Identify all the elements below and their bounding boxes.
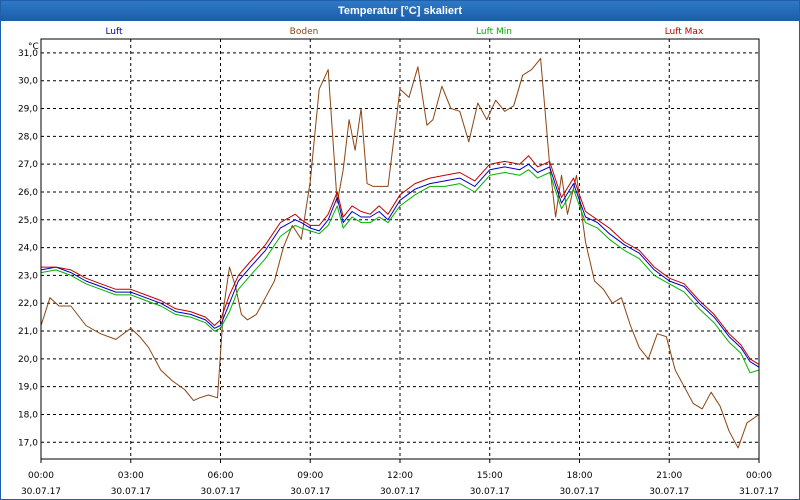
y-tick-label: 22,0: [18, 299, 38, 309]
x-tick-time: 12:00: [387, 471, 413, 481]
y-tick-label: 31,0: [18, 49, 38, 59]
y-tick-label: 23,0: [18, 271, 38, 281]
y-tick-label: 20,0: [18, 355, 38, 365]
y-tick-label: 25,0: [18, 216, 38, 226]
legend-entry-luft-max: Luft Max: [665, 27, 704, 37]
x-tick-time: 00:00: [746, 471, 772, 481]
series-line-luft: [40, 163, 760, 368]
series-line-luft-max: [41, 155, 760, 365]
y-tick-label: 19,0: [18, 383, 38, 393]
grid: [41, 39, 759, 459]
x-tick-time: 03:00: [118, 471, 144, 481]
legend-entry-luft: Luft: [105, 27, 123, 37]
y-axis: 17,0 18,0 19,0 20,0 21,0 22,0 23,0 24,0 25,0 26,0…: [18, 49, 38, 448]
y-tick-label: 27,0: [18, 160, 38, 170]
legend-entry-luft-min: Luft Min: [476, 27, 512, 37]
y-tick-label: 30,0: [18, 77, 38, 87]
x-tick-date: 30.07.17: [290, 487, 330, 497]
legend: Luft Boden Luft Min Luft Max: [105, 27, 704, 37]
x-tick-date: 30.07.17: [649, 487, 689, 497]
x-tick-date: 30.07.17: [380, 487, 420, 497]
y-tick-label: 18,0: [18, 410, 38, 420]
y-tick-label: 24,0: [18, 244, 38, 254]
x-tick-time: 06:00: [208, 471, 234, 481]
y-tick-label: 17,0: [18, 438, 38, 448]
y-tick-label: 21,0: [18, 327, 38, 337]
x-tick-time: 00:00: [28, 471, 54, 481]
x-tick-time: 18:00: [567, 471, 593, 481]
x-tick-date: 30.07.17: [111, 487, 151, 497]
y-tick-label: 26,0: [18, 188, 38, 198]
x-tick-time: 09:00: [297, 471, 323, 481]
y-tick-label: 29,0: [18, 105, 38, 115]
x-axis: 00:00 30.07.17 03:00 30.07.17 06:00 30.07.17 0…: [21, 459, 779, 497]
y-tick-label: 28,0: [18, 132, 38, 142]
x-tick-time: 21:00: [656, 471, 682, 481]
series-line-luft-min: [40, 169, 760, 374]
x-tick-time: 15:00: [477, 471, 503, 481]
x-tick-date: 31.07.17: [739, 487, 779, 497]
series-layer: [40, 58, 760, 449]
x-tick-date: 30.07.17: [200, 487, 240, 497]
x-tick-date: 30.07.17: [470, 487, 510, 497]
x-tick-date: 30.07.17: [559, 487, 599, 497]
window-title: Temperatur [°C] skaliert: [1, 1, 799, 21]
y-axis-unit: °C: [28, 42, 39, 52]
x-tick-date: 30.07.17: [21, 487, 61, 497]
legend-entry-boden: Boden: [290, 27, 319, 37]
series-line-boden: [40, 58, 760, 449]
